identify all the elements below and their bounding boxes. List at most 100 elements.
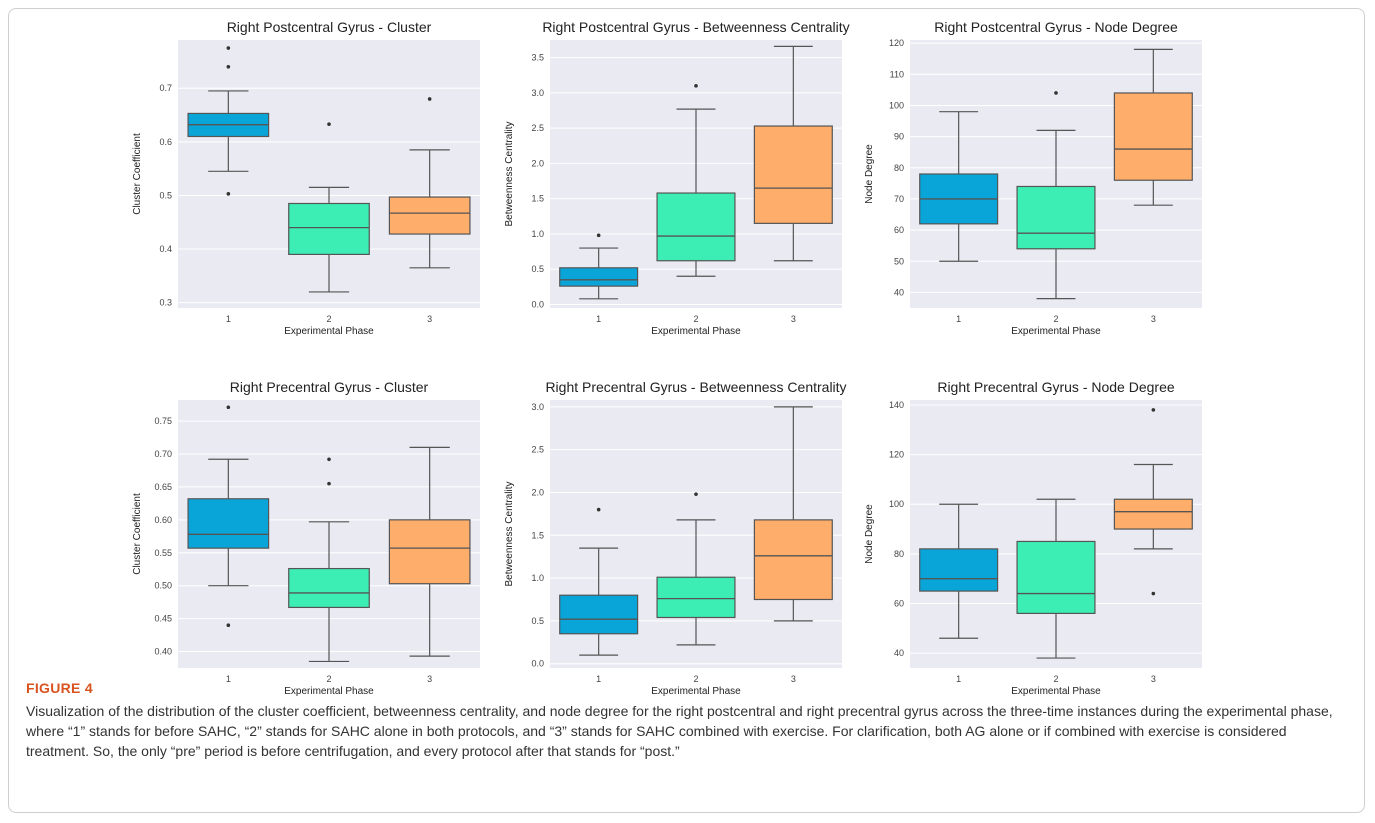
box-phase-1: [919, 111, 999, 262]
box-phase-3: [1113, 48, 1193, 206]
outlier-point: [1151, 408, 1156, 412]
y-tick-label: 0.3: [159, 298, 172, 308]
x-tick-label: 2: [1053, 674, 1058, 684]
box-phase-2: [656, 84, 736, 277]
iqr-box: [1016, 540, 1096, 615]
y-tick-label: 60: [894, 225, 904, 235]
chart-title: Right Precentral Gyrus - Cluster: [230, 379, 429, 395]
chart-title: Right Postcentral Gyrus - Cluster: [227, 19, 432, 35]
box-plot-svg: 40 50 60 70 80 90 100 110 120 1 2 3 Right Postcentra…: [864, 19, 1202, 337]
box-phase-3: [388, 446, 471, 657]
y-tick-label: 70: [894, 194, 904, 204]
outlier-point: [327, 481, 331, 486]
y-tick-label: 0.5: [531, 616, 544, 626]
box-phase-2: [1016, 498, 1096, 659]
chart-precentral-node-degree: 40 60 80 100 120 140 1 2 3 Right Precentral Gyrus…: [864, 372, 1215, 702]
chart-title: Right Precentral Gyrus - Node Degree: [937, 379, 1175, 395]
box-plot-svg: 0.0 0.5 1.0 1.5 2.0 2.5 3.0 1 2 3 Right Precentral…: [504, 379, 847, 697]
outlier-point: [596, 233, 601, 238]
chart-title: Right Postcentral Gyrus - Node Degree: [934, 19, 1178, 35]
chart-title: Right Precentral Gyrus - Betweenness Cen…: [545, 379, 846, 395]
x-axis-label: Experimental Phase: [284, 686, 374, 697]
box-phase-1: [187, 46, 270, 196]
x-tick-label: 1: [226, 314, 231, 324]
box-phase-2: [1016, 91, 1096, 300]
y-tick-label: 1.5: [531, 530, 544, 540]
figure-frame: [8, 8, 1365, 813]
box-phase-3: [753, 406, 833, 622]
box-phase-2: [656, 492, 736, 646]
y-tick-label: 1.5: [531, 194, 544, 204]
x-axis-label: Experimental Phase: [651, 686, 741, 697]
x-tick-label: 3: [1151, 674, 1156, 684]
y-tick-label: 140: [889, 400, 904, 410]
y-tick-label: 1.0: [531, 573, 544, 583]
x-tick-label: 2: [326, 314, 331, 324]
iqr-box: [753, 519, 833, 601]
y-axis-label: Cluster Coefficient: [132, 133, 143, 215]
box-plot-svg: 0.0 0.5 1.0 1.5 2.0 2.5 3.0 3.5 1 2 3 Right Postcen…: [504, 19, 850, 337]
x-axis-label: Experimental Phase: [1011, 326, 1101, 337]
y-tick-label: 100: [889, 100, 904, 110]
box-plot-svg: 0.40 0.45 0.50 0.55 0.60 0.65 0.70 0.75 1 2 3 Right…: [132, 379, 480, 697]
outlier-point: [1151, 591, 1156, 596]
y-tick-label: 1.0: [531, 229, 544, 239]
x-axis-label: Experimental Phase: [651, 326, 741, 337]
y-tick-label: 120: [889, 450, 904, 460]
y-tick-label: 2.5: [531, 445, 544, 455]
iqr-box: [388, 519, 471, 585]
x-tick-label: 1: [956, 314, 961, 324]
chart-precentral-cluster: 0.40 0.45 0.50 0.55 0.60 0.65 0.70 0.75 1 2 3 Right…: [130, 372, 495, 702]
x-tick-label: 3: [1151, 314, 1156, 324]
x-tick-label: 3: [427, 674, 432, 684]
box-plot-svg: 40 60 80 100 120 140 1 2 3 Right Precentral Gyrus…: [864, 379, 1202, 697]
y-tick-label: 0.4: [159, 244, 172, 254]
x-axis-label: Experimental Phase: [1011, 686, 1101, 697]
iqr-box: [753, 125, 833, 224]
y-tick-label: 0.70: [154, 449, 172, 459]
box-phase-2: [288, 122, 370, 293]
y-tick-label: 0.55: [154, 548, 172, 558]
box-plot-svg: 0.3 0.4 0.5 0.6 0.7 1 2 3 Right Postcentral Gyru…: [132, 19, 480, 337]
outlier-point: [694, 492, 698, 496]
outlier-point: [694, 84, 698, 88]
chart-precentral-betweenness: 0.0 0.5 1.0 1.5 2.0 2.5 3.0 1 2 3 Right Precentral…: [504, 372, 855, 702]
box-phase-2: [288, 457, 370, 663]
chart-postcentral-cluster: 0.3 0.4 0.5 0.6 0.7 1 2 3 Right Postcentral Gyru…: [130, 12, 495, 342]
x-tick-label: 3: [427, 314, 432, 324]
y-tick-label: 100: [889, 499, 904, 509]
y-tick-label: 0.7: [159, 83, 172, 93]
box-phase-1: [919, 503, 999, 639]
y-tick-label: 0.0: [531, 299, 544, 309]
y-tick-label: 2.5: [531, 123, 544, 133]
y-tick-label: 0.5: [531, 264, 544, 274]
outlier-point: [226, 65, 231, 69]
y-tick-label: 3.5: [531, 53, 544, 63]
x-tick-label: 2: [693, 314, 698, 324]
x-axis-label: Experimental Phase: [284, 326, 374, 337]
y-tick-label: 0.0: [531, 659, 544, 669]
y-tick-label: 3.0: [531, 88, 544, 98]
y-axis-label: Node Degree: [864, 504, 875, 564]
chart-postcentral-node-degree: 40 50 60 70 80 90 100 110 120 1 2 3 Right Postcentra…: [864, 12, 1215, 342]
y-tick-label: 2.0: [531, 487, 544, 497]
y-tick-label: 3.0: [531, 402, 544, 412]
outlier-point: [226, 405, 231, 410]
figure-caption: Visualization of the distribution of the…: [26, 703, 1333, 759]
iqr-box: [1113, 92, 1193, 181]
box-phase-1: [559, 507, 639, 656]
y-axis-label: Betweenness Centrality: [504, 121, 515, 226]
y-tick-label: 120: [889, 38, 904, 48]
iqr-box: [1113, 498, 1193, 530]
y-tick-label: 0.60: [154, 515, 172, 525]
outlier-point: [327, 122, 331, 126]
y-tick-label: 0.40: [154, 647, 172, 657]
y-tick-label: 40: [894, 287, 904, 297]
iqr-box: [288, 567, 370, 609]
iqr-box: [187, 498, 270, 549]
figure-label: FIGURE 4: [26, 680, 93, 696]
x-tick-label: 3: [791, 314, 796, 324]
y-tick-label: 80: [894, 163, 904, 173]
x-tick-label: 2: [693, 674, 698, 684]
y-axis-label: Cluster Coefficient: [132, 493, 143, 575]
